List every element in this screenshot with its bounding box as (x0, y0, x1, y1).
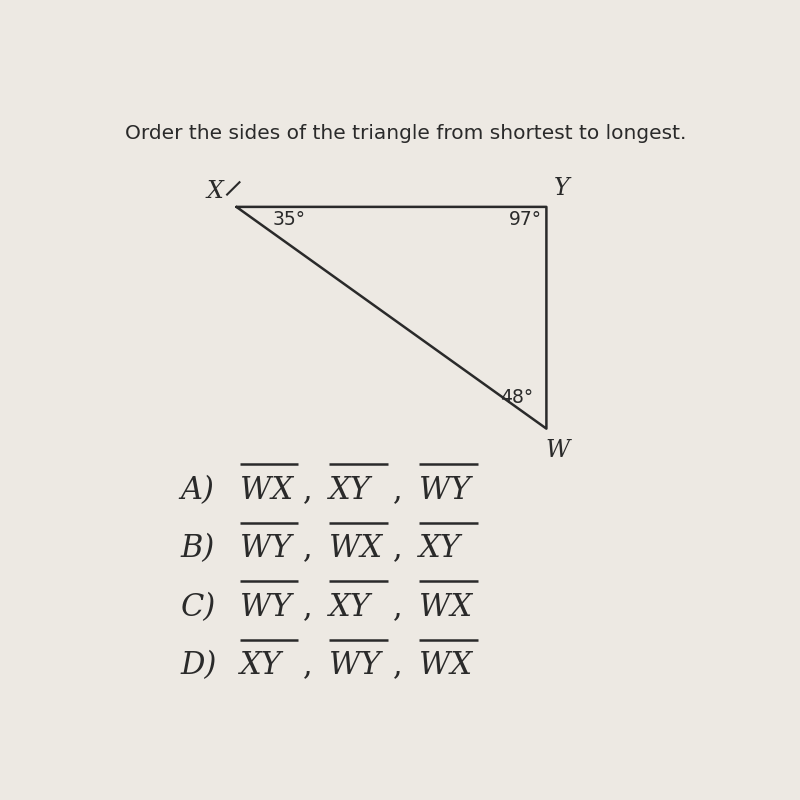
Text: W: W (546, 438, 570, 462)
Text: WY: WY (239, 534, 291, 564)
Text: WX: WX (419, 650, 473, 682)
Text: ,: , (394, 474, 403, 506)
Text: Y: Y (554, 177, 570, 200)
Text: ,: , (303, 474, 313, 506)
Text: 97°: 97° (510, 210, 542, 229)
Text: D): D) (181, 650, 217, 682)
Text: 48°: 48° (500, 388, 533, 407)
Text: ,: , (394, 534, 403, 564)
Text: B): B) (181, 534, 215, 564)
Text: X: X (206, 180, 223, 203)
Text: Order the sides of the triangle from shortest to longest.: Order the sides of the triangle from sho… (125, 124, 686, 142)
Text: XY: XY (239, 650, 282, 682)
Text: 35°: 35° (272, 210, 306, 229)
Text: ,: , (303, 534, 313, 564)
Text: WY: WY (419, 474, 470, 506)
Text: ,: , (394, 592, 403, 622)
Text: WX: WX (419, 592, 473, 622)
Text: A): A) (181, 474, 214, 506)
Text: XY: XY (330, 474, 371, 506)
Text: C): C) (181, 592, 216, 622)
Text: ,: , (394, 650, 403, 682)
Text: XY: XY (330, 592, 371, 622)
Text: ,: , (303, 592, 313, 622)
Text: WX: WX (239, 474, 293, 506)
Text: XY: XY (419, 534, 461, 564)
Text: WX: WX (330, 534, 382, 564)
Text: WY: WY (239, 592, 291, 622)
Text: ,: , (303, 650, 313, 682)
Text: WY: WY (330, 650, 381, 682)
